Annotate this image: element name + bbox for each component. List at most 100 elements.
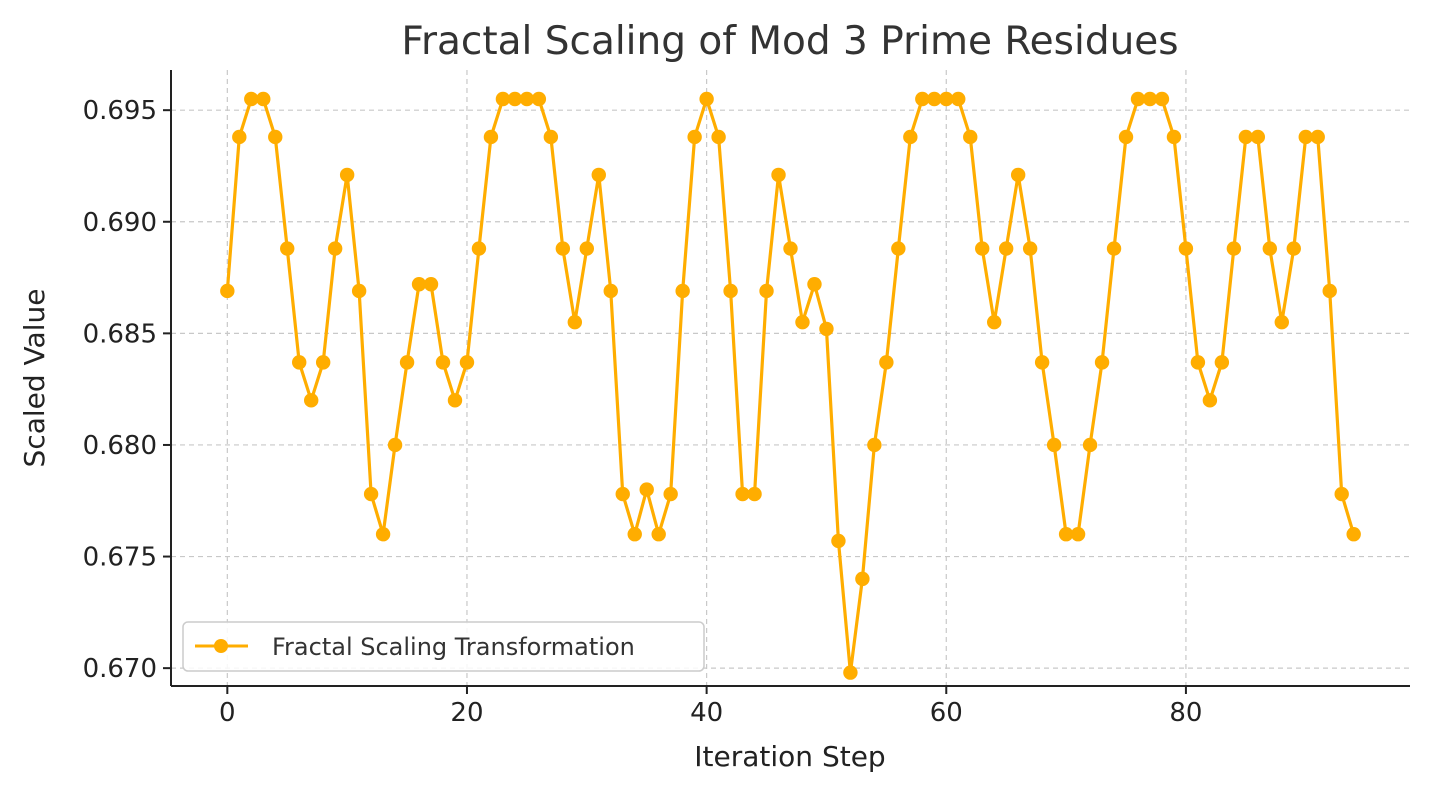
data-point bbox=[447, 393, 463, 408]
legend-label: Fractal Scaling Transformation bbox=[272, 633, 635, 661]
x-tick-label: 40 bbox=[690, 698, 723, 728]
axes-spines bbox=[170, 70, 1410, 687]
data-point bbox=[807, 277, 822, 292]
data-point bbox=[1046, 437, 1062, 453]
y-axis-label: Scaled Value bbox=[18, 289, 51, 468]
data-point bbox=[423, 277, 439, 292]
data-point bbox=[723, 283, 738, 299]
data-point bbox=[699, 91, 714, 107]
data-point bbox=[1334, 486, 1349, 502]
data-point bbox=[687, 129, 702, 145]
data-point bbox=[915, 91, 930, 107]
y-tick-label: 0.695 bbox=[83, 96, 157, 126]
y-tick-label: 0.685 bbox=[83, 319, 157, 349]
data-point bbox=[1346, 527, 1361, 542]
data-point bbox=[795, 315, 810, 330]
data-point bbox=[1022, 241, 1038, 256]
data-point bbox=[1082, 437, 1098, 453]
data-point bbox=[783, 241, 798, 256]
data-point bbox=[435, 355, 451, 370]
data-point bbox=[1010, 167, 1026, 183]
data-point bbox=[998, 241, 1014, 256]
data-point bbox=[711, 129, 726, 145]
data-point bbox=[579, 241, 594, 256]
data-point bbox=[891, 241, 906, 256]
data-point bbox=[663, 486, 678, 502]
data-point bbox=[471, 241, 487, 256]
data-point bbox=[1118, 129, 1134, 145]
data-point bbox=[675, 283, 690, 299]
x-tick-label: 80 bbox=[1169, 698, 1202, 728]
legend: Fractal Scaling Transformation bbox=[182, 621, 705, 672]
data-point bbox=[483, 129, 499, 145]
data-point bbox=[280, 241, 295, 256]
data-point bbox=[327, 241, 343, 256]
data-point bbox=[1058, 527, 1074, 542]
legend-marker-swatch bbox=[214, 639, 228, 653]
data-point bbox=[459, 355, 475, 370]
x-tick-label: 20 bbox=[450, 698, 483, 728]
data-point bbox=[567, 315, 583, 330]
y-tick-label: 0.670 bbox=[83, 654, 157, 684]
data-point bbox=[244, 91, 259, 107]
data-point bbox=[927, 91, 942, 107]
data-point bbox=[591, 167, 606, 183]
data-point bbox=[543, 129, 559, 145]
data-point bbox=[387, 437, 403, 453]
data-point bbox=[639, 482, 654, 497]
data-point bbox=[1322, 283, 1337, 299]
data-point bbox=[951, 91, 966, 107]
data-point bbox=[220, 283, 235, 299]
data-point bbox=[351, 283, 367, 299]
data-point bbox=[1070, 527, 1086, 542]
data-point bbox=[903, 129, 918, 145]
y-tick-label: 0.675 bbox=[83, 543, 157, 573]
data-point bbox=[819, 321, 834, 337]
data-point bbox=[256, 91, 271, 107]
data-point bbox=[651, 527, 666, 542]
data-point bbox=[735, 486, 750, 502]
data-point bbox=[1094, 355, 1110, 370]
data-point bbox=[963, 129, 978, 145]
x-tick-label: 60 bbox=[930, 698, 963, 728]
data-point bbox=[232, 129, 247, 145]
data-point bbox=[1034, 355, 1050, 370]
data-point bbox=[1106, 241, 1122, 256]
data-point bbox=[939, 91, 954, 107]
data-point bbox=[1250, 129, 1266, 145]
data-point bbox=[1274, 315, 1289, 330]
data-point bbox=[531, 91, 547, 107]
data-point bbox=[759, 283, 774, 299]
data-point bbox=[1178, 241, 1194, 256]
series-line bbox=[225, 97, 1356, 675]
data-point bbox=[1226, 241, 1242, 256]
x-tick-label: 0 bbox=[219, 698, 236, 728]
data-point bbox=[855, 571, 870, 587]
y-tick-label: 0.680 bbox=[83, 431, 157, 461]
data-point bbox=[603, 283, 618, 299]
chart-title: Fractal Scaling of Mod 3 Prime Residues bbox=[401, 19, 1178, 64]
data-point bbox=[519, 91, 535, 107]
grid-layer bbox=[171, 70, 1410, 686]
x-axis-label: Iteration Step bbox=[694, 740, 885, 773]
data-point bbox=[375, 527, 391, 542]
data-point bbox=[843, 665, 858, 680]
data-point bbox=[507, 91, 523, 107]
data-point bbox=[1310, 129, 1325, 145]
data-point bbox=[1154, 91, 1170, 107]
data-point bbox=[615, 486, 630, 502]
data-point bbox=[1262, 241, 1278, 256]
data-point bbox=[771, 167, 786, 183]
data-point bbox=[555, 241, 571, 256]
data-point bbox=[975, 241, 990, 256]
data-point bbox=[879, 355, 894, 370]
data-point bbox=[1214, 355, 1230, 370]
data-point bbox=[292, 355, 307, 370]
data-point bbox=[363, 486, 379, 502]
data-point bbox=[1202, 393, 1218, 408]
data-point bbox=[1238, 129, 1254, 145]
data-point bbox=[1166, 129, 1182, 145]
data-point bbox=[867, 437, 882, 453]
data-point bbox=[339, 167, 355, 183]
